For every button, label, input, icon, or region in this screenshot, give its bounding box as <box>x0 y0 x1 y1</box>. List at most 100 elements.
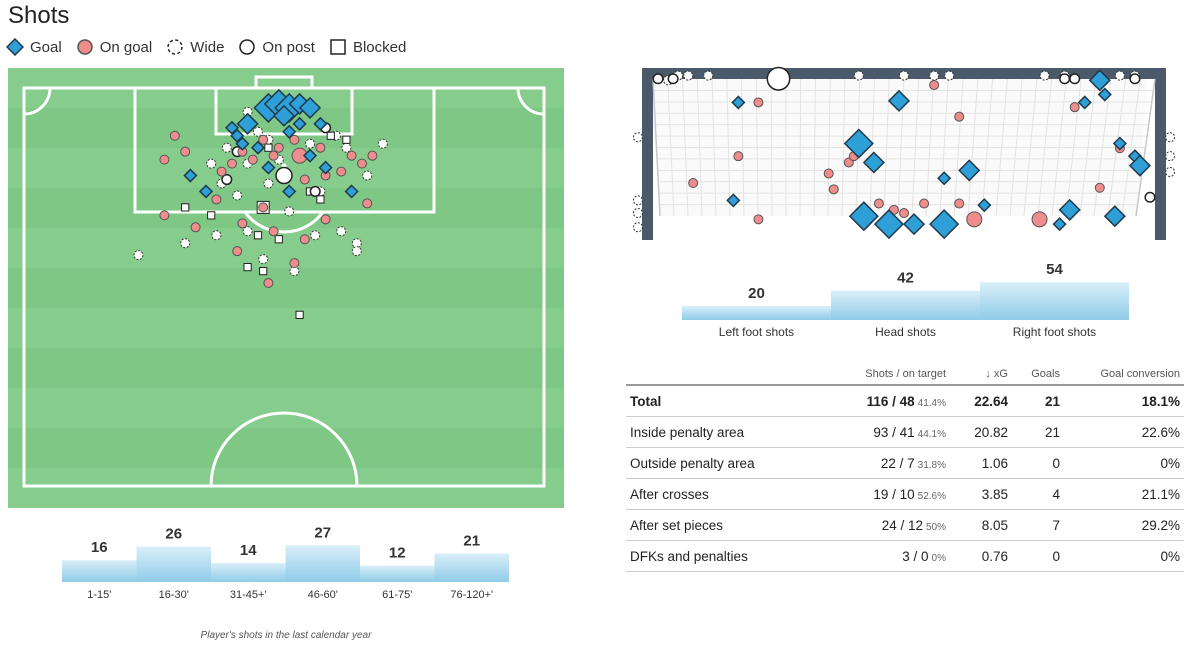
legend-item-wide[interactable]: Wide <box>166 38 224 56</box>
goal-mouth-marker-on-goal[interactable] <box>929 80 940 91</box>
goal-mouth-marker-on-post[interactable] <box>667 73 679 85</box>
shot-marker-wide[interactable] <box>341 142 352 153</box>
shot-marker-on-goal[interactable] <box>289 134 300 145</box>
shot-marker-wide[interactable] <box>310 230 321 241</box>
table-row[interactable]: Outside penalty area 22 / 7 31.8% 1.06 0 0% <box>626 448 1184 479</box>
shot-marker-wide[interactable] <box>232 190 243 201</box>
shot-marker-wide[interactable] <box>242 106 253 117</box>
shot-marker-blocked[interactable] <box>342 135 351 144</box>
goal-mouth-marker-wide[interactable] <box>632 208 643 219</box>
shot-marker-on-goal[interactable] <box>190 222 201 233</box>
goal-mouth-marker-on-post[interactable] <box>1129 73 1141 85</box>
goal-mouth-marker-on-post[interactable] <box>1069 73 1081 85</box>
goal-mouth-marker-wide[interactable] <box>929 70 940 81</box>
shot-marker-goal[interactable] <box>236 112 259 135</box>
shot-marker-goal[interactable] <box>183 168 198 183</box>
shot-marker-wide[interactable] <box>206 158 217 169</box>
shot-marker-goal[interactable] <box>230 128 245 143</box>
shot-marker-goal[interactable] <box>235 136 250 151</box>
goal-mouth-marker-goal[interactable] <box>1077 95 1092 110</box>
shot-marker-goal[interactable] <box>282 184 297 199</box>
shot-marker-wide[interactable] <box>284 206 295 217</box>
legend-item-goal[interactable]: Goal <box>6 38 62 56</box>
goal-mouth-marker-goal[interactable] <box>1088 69 1111 92</box>
shot-marker-wide[interactable] <box>351 238 362 249</box>
shot-marker-on-goal[interactable] <box>263 278 274 289</box>
goal-mouth-marker-wide[interactable] <box>944 70 955 81</box>
bar[interactable] <box>62 560 137 582</box>
shot-marker-on-goal[interactable] <box>362 198 373 209</box>
shot-marker-goal[interactable] <box>261 160 276 175</box>
shot-marker-on-post[interactable] <box>309 185 321 198</box>
shot-marker-goal[interactable] <box>250 140 266 155</box>
shot-marker-on-goal[interactable] <box>336 166 347 177</box>
header-shots[interactable]: Shots / on target <box>865 368 946 380</box>
shot-marker-on-goal[interactable] <box>180 146 191 157</box>
bar[interactable] <box>980 282 1129 320</box>
goal-mouth-marker-on-goal[interactable] <box>919 198 930 209</box>
goal-mouth-marker-on-goal[interactable] <box>873 198 884 209</box>
shot-marker-on-goal[interactable] <box>367 150 378 161</box>
shot-marker-blocked[interactable] <box>259 266 268 276</box>
goal-mouth-marker-goal[interactable] <box>862 151 885 174</box>
shot-marker-wide[interactable] <box>362 170 373 181</box>
shot-marker-wide[interactable] <box>180 238 191 249</box>
goal-mouth-marker-on-goal[interactable] <box>1031 211 1048 228</box>
goal-mouth-marker-wide[interactable] <box>1039 70 1050 81</box>
goal-mouth-marker-goal[interactable] <box>902 213 926 236</box>
shot-marker-on-goal[interactable] <box>216 166 227 177</box>
legend-item-on-post[interactable]: On post <box>238 38 315 56</box>
goal-mouth-marker-on-goal[interactable] <box>899 208 909 219</box>
goal-mouth-marker-on-goal[interactable] <box>1069 102 1080 113</box>
legend-item-blocked[interactable]: Blocked <box>329 38 406 56</box>
shot-marker-on-goal[interactable] <box>268 226 279 237</box>
shot-marker-wide[interactable] <box>336 226 347 237</box>
goal-mouth-marker-on-goal[interactable] <box>954 111 965 122</box>
goal-mouth-marker-on-goal[interactable] <box>733 151 744 162</box>
shot-marker-blocked[interactable] <box>207 211 216 220</box>
table-row[interactable]: Total 116 / 48 41.4% 22.64 21 18.1% <box>626 386 1184 417</box>
shot-marker-on-goal[interactable] <box>232 246 243 257</box>
goal-mouth-marker-wide[interactable] <box>1165 132 1176 143</box>
shot-marker-blocked[interactable] <box>181 203 190 212</box>
shot-marker-wide[interactable] <box>258 254 269 265</box>
shot-marker-wide[interactable] <box>211 230 222 241</box>
goal-mouth-marker-goal[interactable] <box>1103 205 1126 228</box>
shot-marker-goal[interactable] <box>292 116 307 131</box>
bar[interactable] <box>434 553 510 582</box>
shot-marker-on-goal[interactable] <box>268 150 279 161</box>
shot-marker-on-goal[interactable] <box>247 154 258 165</box>
shot-marker-on-goal[interactable] <box>258 134 269 145</box>
shot-marker-goal[interactable] <box>318 160 333 175</box>
goal-mouth-marker-wide[interactable] <box>632 132 643 143</box>
shot-marker-blocked[interactable] <box>316 195 325 204</box>
goal-mouth-marker-goal[interactable] <box>731 95 746 110</box>
goal-mouth-marker-on-post[interactable] <box>1059 73 1071 85</box>
goal-mouth-marker-on-goal[interactable] <box>753 214 764 225</box>
header-xg[interactable]: ↓ xG <box>985 368 1008 380</box>
goal-mouth-marker-on-goal[interactable] <box>753 97 764 108</box>
bar[interactable] <box>360 565 435 582</box>
goal-mouth-marker-wide[interactable] <box>1165 166 1176 177</box>
goal-mouth-marker-goal[interactable] <box>1058 198 1081 221</box>
bar[interactable] <box>211 562 286 582</box>
shot-marker-on-goal[interactable] <box>346 150 357 161</box>
goal-mouth-marker-goal[interactable] <box>929 209 960 240</box>
header-goals[interactable]: Goals <box>1031 368 1060 380</box>
shot-marker-goal[interactable] <box>344 184 359 199</box>
goal-mouth-marker-goal[interactable] <box>937 171 952 186</box>
shot-marker-goal[interactable] <box>282 124 297 139</box>
shot-marker-goal[interactable] <box>224 120 240 135</box>
bar[interactable] <box>831 290 980 320</box>
legend-item-on-goal[interactable]: On goal <box>76 38 152 56</box>
shot-marker-on-post[interactable] <box>275 166 293 185</box>
shot-marker-wide[interactable] <box>289 266 300 277</box>
shot-marker-blocked[interactable] <box>326 131 335 140</box>
shot-marker-wide[interactable] <box>263 178 274 189</box>
shot-marker-goal[interactable] <box>298 96 322 119</box>
goal-mouth-marker-on-goal[interactable] <box>823 168 834 179</box>
goal-mouth-marker-on-goal[interactable] <box>1094 182 1105 193</box>
table-row[interactable]: After set pieces 24 / 12 50% 8.05 7 29.2% <box>626 510 1184 541</box>
goal-mouth-marker-wide[interactable] <box>632 195 643 206</box>
goal-mouth-marker-goal[interactable] <box>1128 154 1152 177</box>
